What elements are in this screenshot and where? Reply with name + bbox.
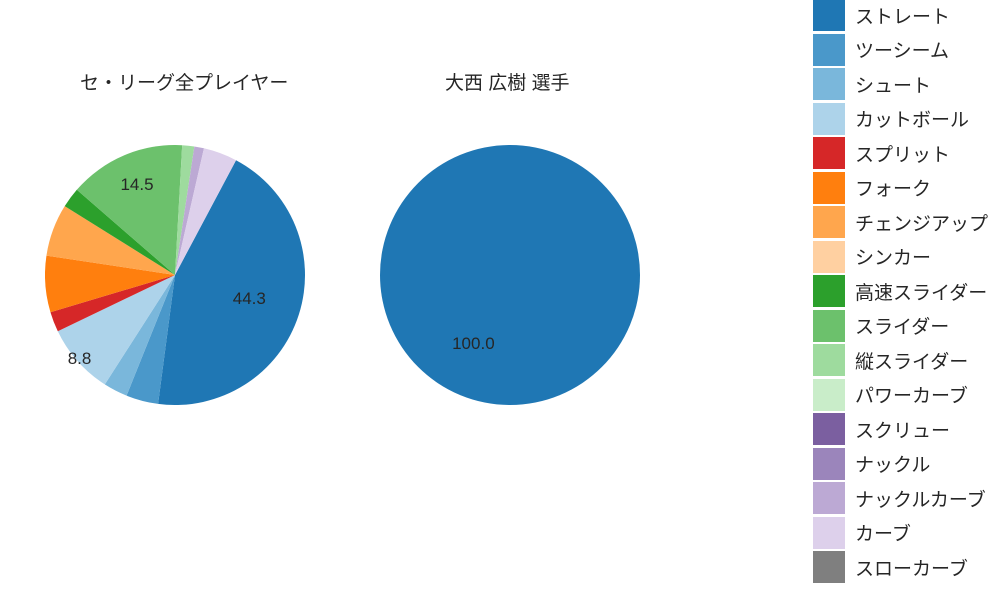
legend-item: スローカーブ: [813, 556, 988, 578]
legend-swatch: [813, 206, 845, 238]
pie-value-label: 8.8: [68, 349, 92, 369]
legend-label: シンカー: [855, 243, 931, 270]
legend-swatch: [813, 34, 845, 66]
pie-value-label: 100.0: [452, 334, 495, 354]
legend-item: スプリット: [813, 142, 988, 164]
pie2-svg: [380, 145, 640, 405]
legend-swatch: [813, 379, 845, 411]
legend-swatch: [813, 448, 845, 480]
legend-label: カットボール: [855, 105, 969, 132]
legend-swatch: [813, 482, 845, 514]
legend-label: チェンジアップ: [855, 209, 988, 236]
legend-item: カーブ: [813, 522, 988, 544]
legend-label: 高速スライダー: [855, 278, 987, 305]
legend-label: 縦スライダー: [855, 347, 968, 374]
legend-label: カーブ: [855, 519, 911, 546]
legend-swatch: [813, 517, 845, 549]
legend-item: ナックル: [813, 453, 988, 475]
legend-swatch: [813, 172, 845, 204]
pie-value-label: 14.5: [120, 175, 153, 195]
legend-swatch: [813, 310, 845, 342]
legend-label: ナックルカーブ: [855, 485, 986, 512]
legend-label: スクリュー: [855, 416, 950, 443]
legend-label: スプリット: [855, 140, 950, 167]
legend-item: シュート: [813, 73, 988, 95]
legend-item: チェンジアップ: [813, 211, 988, 233]
legend-item: 高速スライダー: [813, 280, 988, 302]
legend-item: シンカー: [813, 246, 988, 268]
legend-swatch: [813, 241, 845, 273]
legend: ストレートツーシームシュートカットボールスプリットフォークチェンジアップシンカー…: [813, 0, 988, 578]
legend-item: フォーク: [813, 177, 988, 199]
legend-swatch: [813, 413, 845, 445]
legend-item: ナックルカーブ: [813, 487, 988, 509]
legend-label: パワーカーブ: [855, 381, 968, 408]
pie-slice: [380, 145, 640, 405]
legend-label: スローカーブ: [855, 554, 968, 581]
legend-item: パワーカーブ: [813, 384, 988, 406]
legend-item: 縦スライダー: [813, 349, 988, 371]
legend-label: ストレート: [855, 2, 950, 29]
legend-item: カットボール: [813, 108, 988, 130]
legend-label: ナックル: [855, 450, 930, 477]
legend-swatch: [813, 0, 845, 31]
legend-item: ストレート: [813, 4, 988, 26]
legend-item: ツーシーム: [813, 39, 988, 61]
legend-swatch: [813, 68, 845, 100]
legend-swatch: [813, 344, 845, 376]
legend-swatch: [813, 275, 845, 307]
legend-swatch: [813, 137, 845, 169]
pie1-title: セ・リーグ全プレイヤー: [80, 68, 288, 95]
pie-value-label: 44.3: [233, 289, 266, 309]
legend-label: ツーシーム: [855, 36, 949, 63]
legend-label: スライダー: [855, 312, 949, 339]
legend-item: スライダー: [813, 315, 988, 337]
legend-label: フォーク: [855, 174, 931, 201]
chart-container: セ・リーグ全プレイヤー 大西 広樹 選手 ストレートツーシームシュートカットボー…: [0, 0, 1000, 600]
pie2-title: 大西 広樹 選手: [445, 68, 570, 95]
legend-swatch: [813, 551, 845, 583]
pie2: [380, 145, 640, 405]
legend-item: スクリュー: [813, 418, 988, 440]
legend-label: シュート: [855, 71, 931, 98]
legend-swatch: [813, 103, 845, 135]
